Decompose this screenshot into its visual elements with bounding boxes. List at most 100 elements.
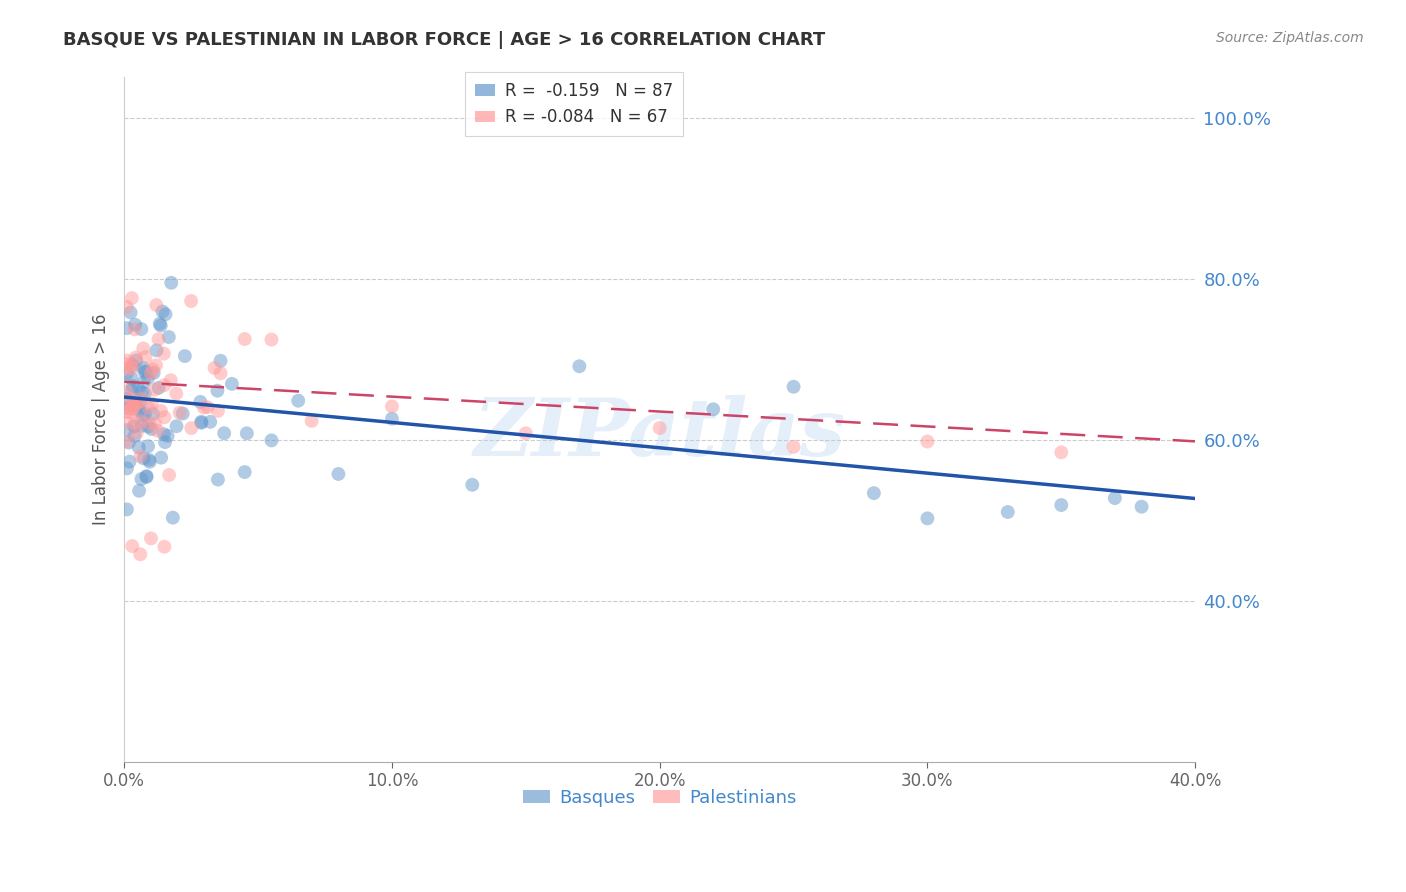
Point xyxy=(121,392,143,407)
Point xyxy=(197,401,219,415)
Point xyxy=(124,322,146,336)
Point xyxy=(121,361,143,376)
Point xyxy=(204,361,226,376)
Point xyxy=(121,291,143,305)
Point xyxy=(129,449,152,463)
Point xyxy=(146,424,169,438)
Point xyxy=(115,353,138,368)
Point xyxy=(169,406,191,420)
Point xyxy=(153,435,176,450)
Text: BASQUE VS PALESTINIAN IN LABOR FORCE | AGE > 16 CORRELATION CHART: BASQUE VS PALESTINIAN IN LABOR FORCE | A… xyxy=(63,31,825,49)
Point xyxy=(173,349,195,363)
Point xyxy=(153,346,176,360)
Point xyxy=(142,407,165,421)
Point xyxy=(142,366,165,380)
Point xyxy=(134,407,156,421)
Point xyxy=(132,451,155,466)
Point xyxy=(782,440,804,454)
Point xyxy=(159,373,181,387)
Point xyxy=(145,343,167,358)
Point xyxy=(917,511,939,525)
Point xyxy=(1050,445,1073,459)
Y-axis label: In Labor Force | Age > 16: In Labor Force | Age > 16 xyxy=(93,314,110,525)
Point xyxy=(115,362,138,376)
Point xyxy=(118,435,141,450)
Point xyxy=(131,418,153,433)
Point xyxy=(125,396,148,410)
Point xyxy=(135,469,157,483)
Point xyxy=(115,434,138,449)
Point xyxy=(515,426,537,441)
Point xyxy=(1130,500,1153,514)
Point xyxy=(125,353,148,368)
Point xyxy=(131,322,153,336)
Point xyxy=(115,321,138,335)
Point xyxy=(135,470,157,484)
Point xyxy=(128,441,150,455)
Point xyxy=(207,404,229,418)
Point xyxy=(134,350,156,364)
Point xyxy=(260,434,283,448)
Point xyxy=(131,392,153,406)
Point xyxy=(127,381,149,395)
Point xyxy=(141,422,163,436)
Point xyxy=(136,439,159,453)
Point xyxy=(1050,498,1073,512)
Point xyxy=(115,416,138,430)
Point xyxy=(207,473,229,487)
Point xyxy=(162,510,184,524)
Point xyxy=(132,408,155,422)
Point xyxy=(115,367,138,381)
Point xyxy=(139,455,162,469)
Point xyxy=(132,342,155,356)
Point xyxy=(128,403,150,417)
Point xyxy=(188,395,211,409)
Point xyxy=(236,426,259,441)
Point xyxy=(148,332,170,346)
Point xyxy=(134,386,156,401)
Point xyxy=(381,411,404,425)
Point xyxy=(207,384,229,398)
Point xyxy=(115,357,138,371)
Point xyxy=(153,378,176,392)
Point xyxy=(115,384,138,399)
Point xyxy=(193,401,215,415)
Point xyxy=(117,401,139,415)
Point xyxy=(124,429,146,443)
Point xyxy=(136,371,159,385)
Point xyxy=(328,467,350,481)
Point xyxy=(150,450,173,465)
Point xyxy=(115,300,138,314)
Point xyxy=(121,539,143,553)
Point xyxy=(648,421,671,435)
Point xyxy=(125,425,148,440)
Point xyxy=(190,416,212,430)
Point xyxy=(381,400,404,414)
Point xyxy=(209,366,232,380)
Point xyxy=(121,379,143,393)
Legend: Basques, Palestinians: Basques, Palestinians xyxy=(516,782,804,814)
Point xyxy=(568,359,591,374)
Point xyxy=(149,404,172,418)
Point xyxy=(124,417,146,431)
Point xyxy=(997,505,1019,519)
Point xyxy=(121,371,143,385)
Point xyxy=(200,415,222,429)
Text: Source: ZipAtlas.com: Source: ZipAtlas.com xyxy=(1216,31,1364,45)
Point xyxy=(702,402,724,417)
Point xyxy=(180,421,202,435)
Point xyxy=(461,478,484,492)
Point xyxy=(141,396,163,410)
Point xyxy=(145,359,167,373)
Point xyxy=(115,461,138,475)
Point xyxy=(233,332,256,346)
Point xyxy=(118,455,141,469)
Point xyxy=(190,415,212,429)
Point xyxy=(138,453,160,467)
Point xyxy=(134,365,156,379)
Point xyxy=(128,396,150,410)
Point xyxy=(143,417,166,431)
Point xyxy=(122,419,145,434)
Point xyxy=(115,502,138,516)
Point xyxy=(782,380,804,394)
